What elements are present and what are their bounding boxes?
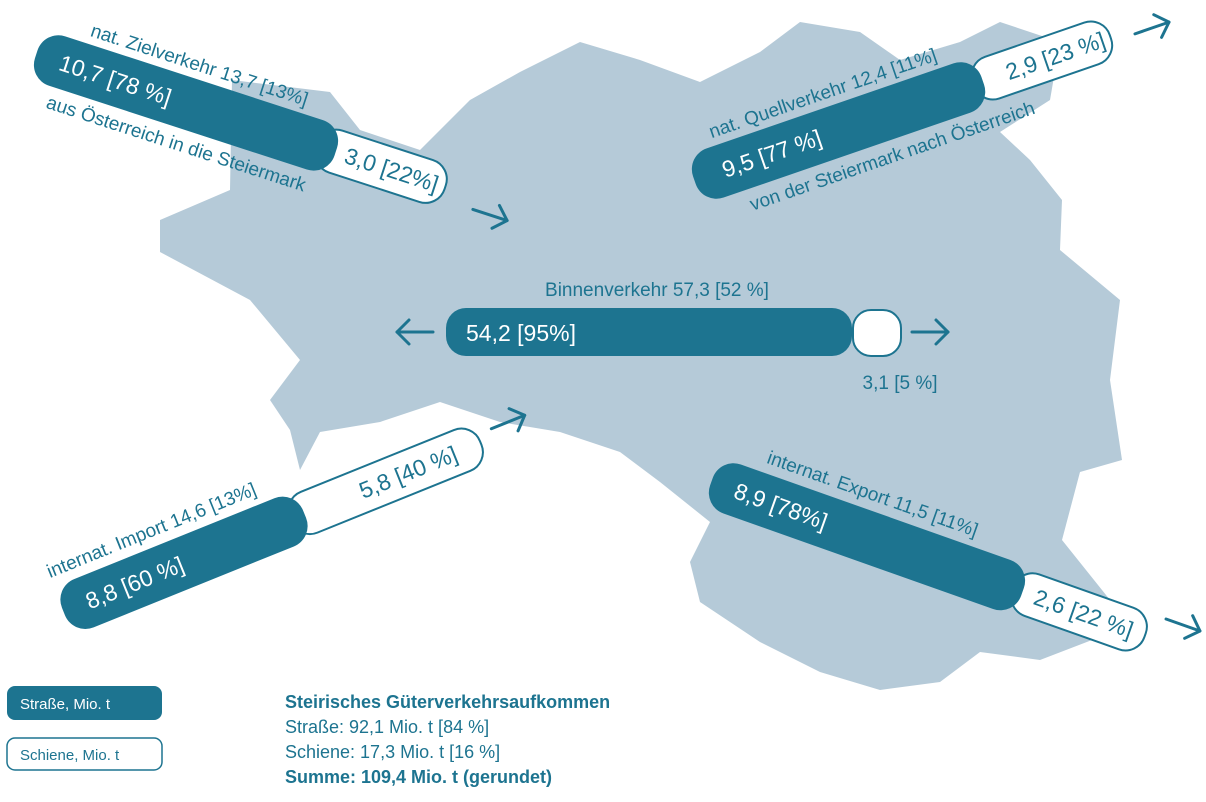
legend-rail: Schiene, Mio. t: [20, 747, 120, 764]
road-bar: [33, 35, 339, 171]
rail-bar: [852, 309, 902, 357]
arrow: [1164, 614, 1202, 640]
summary-total: Summe: 109,4 Mio. t (gerundet): [285, 767, 552, 787]
flow-binnen: Binnenverkehr 57,3 [52 %] 54,2 [95%] 3,1…: [395, 280, 950, 394]
arrow: [1133, 13, 1171, 39]
road-bar: [446, 308, 852, 356]
flow-ziel: nat. Zielverkehr 13,7 [13%] 10,7 [78 %] …: [33, 21, 448, 204]
summary-line: Schiene: 17,3 Mio. t [16 %]: [285, 742, 500, 762]
arrow: [471, 203, 509, 230]
arrow-left: [395, 318, 435, 346]
arrow-right: [910, 318, 950, 346]
summary-line: Straße: 92,1 Mio. t [84 %]: [285, 717, 489, 737]
road-bar: [60, 496, 308, 629]
rail-value: 3,1 [5 %]: [863, 373, 938, 394]
road-bar: [691, 62, 986, 199]
legend: Straße, Mio. t Schiene, Mio. t: [6, 686, 163, 771]
road-value: 54,2 [95%]: [466, 320, 576, 346]
road-bar: [708, 463, 1026, 611]
flow-label: Binnenverkehr 57,3 [52 %]: [545, 280, 769, 301]
legend-road-swatch: [7, 686, 162, 720]
summary-title: Steirisches Güterverkehrsaufkommen: [285, 692, 610, 712]
legend-road: Straße, Mio. t: [20, 696, 111, 713]
legend-rail-swatch: [6, 737, 163, 771]
flow-import: internat. Import 14,6 [13%] 8,8 [60 %] 5…: [44, 427, 484, 629]
summary: Steirisches Güterverkehrsaufkommen Straß…: [285, 692, 610, 787]
arrow: [489, 407, 527, 433]
